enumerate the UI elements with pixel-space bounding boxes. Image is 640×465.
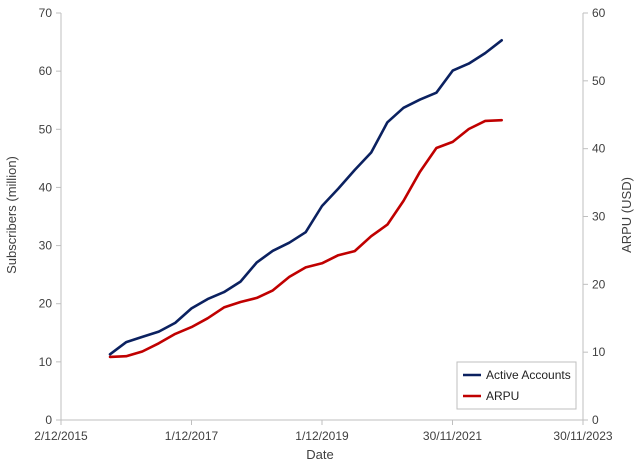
x-tick-label: 1/12/2019 [295, 429, 349, 443]
series-layer [108, 38, 504, 359]
axes: 0 10 20 30 40 50 60 70 0 10 20 30 40 50 60 2/12/2015 1/1… [34, 6, 613, 443]
legend-box [456, 361, 577, 410]
legend-label-active-accounts: Active Accounts [486, 368, 571, 382]
left-y-tick-label: 30 [39, 239, 53, 253]
left-y-tick-label: 60 [39, 64, 53, 78]
legend-label-arpu: ARPU [486, 389, 519, 403]
left-y-axis-title: Subscribers (million) [4, 156, 19, 274]
right-y-tick-label: 0 [592, 413, 599, 427]
series-line-arpu [108, 118, 504, 359]
left-y-tick-label: 20 [39, 297, 53, 311]
left-y-tick-label: 70 [39, 6, 53, 20]
x-tick-label: 2/12/2015 [34, 429, 88, 443]
legend: Active Accounts ARPU [456, 361, 577, 410]
right-y-tick-label: 50 [592, 74, 606, 88]
x-tick-label: 30/11/2023 [553, 429, 612, 443]
x-tick-label: 1/12/2017 [165, 429, 219, 443]
right-y-tick-label: 40 [592, 142, 606, 156]
left-y-tick-label: 40 [39, 180, 53, 194]
right-y-axis-title: ARPU (USD) [619, 177, 634, 253]
right-y-tick-label: 60 [592, 6, 606, 20]
left-y-tick-label: 50 [39, 122, 53, 136]
left-y-tick-label: 10 [39, 355, 53, 369]
right-y-tick-label: 20 [592, 277, 606, 291]
right-y-tick-label: 10 [592, 345, 606, 359]
left-y-tick-label: 0 [45, 413, 52, 427]
x-tick-label: 30/11/2021 [423, 429, 482, 443]
series-line-active-accounts [108, 38, 504, 356]
right-y-tick-label: 30 [592, 210, 606, 224]
x-axis-title: Date [306, 447, 333, 462]
